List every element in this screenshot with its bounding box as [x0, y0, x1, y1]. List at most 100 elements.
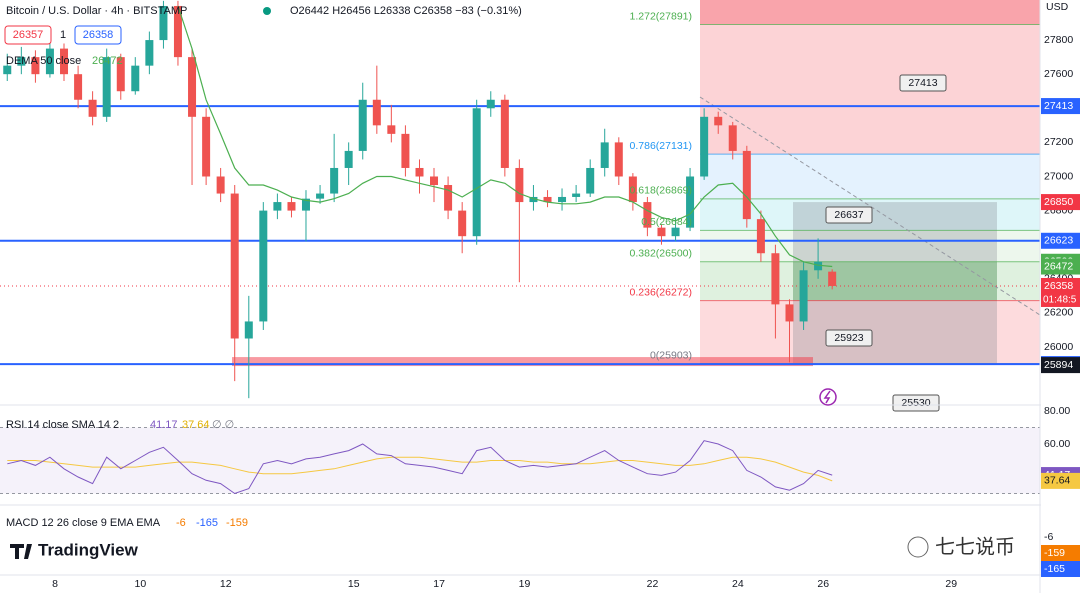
candle-body [771, 253, 780, 305]
x-tick-label: 19 [519, 578, 531, 590]
x-tick-label: 24 [732, 578, 744, 590]
macd-badge [1041, 545, 1080, 561]
candle-body [31, 57, 40, 75]
x-tick-label: 17 [433, 578, 445, 590]
candle-body [515, 167, 524, 203]
candle-body [60, 48, 69, 75]
callout-text: 25923 [834, 332, 863, 344]
candle-body [74, 74, 83, 100]
candle-body [728, 125, 737, 151]
candle-body [814, 261, 823, 271]
candle-body [102, 57, 111, 117]
candle-body [145, 40, 154, 66]
callout-box [892, 394, 940, 412]
candle-body [500, 99, 509, 168]
fib-label: 0.618(26869) [630, 185, 692, 197]
candle-body [458, 210, 467, 237]
macd-value: -165 [196, 517, 218, 529]
macd-badge-text: -159 [1044, 547, 1065, 559]
fib-label: 0.5(26684) [641, 216, 692, 228]
candle-body [159, 5, 168, 41]
x-tick-label: 10 [135, 578, 147, 590]
y-tick-label: 27800 [1044, 34, 1073, 46]
candle-body [785, 304, 794, 322]
y-tick-label: 27600 [1044, 68, 1073, 80]
rsi-label: RSI 14 close SMA 14 2 [6, 419, 119, 431]
candle-body [700, 116, 709, 177]
x-tick-label: 22 [647, 578, 659, 590]
symbol: Bitcoin / U.S. Dollar · 4h · BITSTAMP [6, 5, 187, 17]
callout-text: 27413 [908, 77, 937, 89]
candle-body [202, 116, 211, 177]
qty: 1 [60, 29, 66, 41]
callout-box [825, 329, 873, 347]
candle-body [273, 202, 282, 211]
status-dot [263, 7, 271, 15]
price-badge-text: 27413 [1044, 100, 1073, 112]
candle-body [316, 193, 325, 199]
fib-zone [700, 154, 1040, 199]
candle-body [301, 198, 310, 211]
watermark: 七七说币 [935, 535, 1015, 558]
ask: 26358 [83, 29, 114, 41]
candle-body [188, 57, 197, 117]
event-icon[interactable] [819, 388, 837, 406]
bid-box[interactable] [4, 25, 52, 45]
candle-body [756, 219, 765, 254]
candle-body [173, 5, 182, 58]
ask-box[interactable] [74, 25, 122, 45]
fib-zone [700, 261, 1040, 301]
candle-body [344, 150, 353, 168]
price-badge-text: 26358 [1044, 280, 1073, 292]
price-badge [1041, 232, 1080, 249]
price-badge [1041, 258, 1080, 275]
fib-zone [700, 24, 1040, 155]
candle-body [572, 193, 581, 197]
indicator-value: 26472 [92, 55, 123, 67]
logo: TradingView [10, 540, 139, 559]
price-badge-text: 26472 [1044, 260, 1073, 272]
candle-body [116, 57, 125, 92]
candle-body [628, 176, 637, 203]
candle-body [543, 196, 552, 203]
callout-box [825, 206, 873, 224]
dema-line [177, 5, 833, 268]
x-tick-label: 29 [945, 578, 957, 590]
fib-label: 0.382(26500) [630, 248, 692, 260]
candle-body [415, 167, 424, 177]
macd-badge-text: -165 [1044, 563, 1065, 575]
y-tick-label: 26000 [1044, 341, 1073, 353]
candle-body [88, 99, 97, 117]
candle-body [287, 202, 296, 211]
candle-body [799, 270, 808, 322]
candle-body [259, 210, 268, 322]
price-badge-text: 25894 [1044, 359, 1073, 371]
price-badge [1041, 98, 1080, 115]
fib-label: 0.786(27131) [630, 140, 692, 152]
candle-body [387, 125, 396, 134]
fib-zone [700, 230, 1040, 262]
event-bolt [823, 390, 831, 404]
x-tick-label: 26 [817, 578, 829, 590]
bid: 26357 [13, 29, 44, 41]
candle-body [828, 271, 837, 286]
rsi-badge [1041, 472, 1080, 489]
candle-body [600, 142, 609, 168]
price-badge-text: 26623 [1044, 235, 1073, 247]
y-tick-label: 27000 [1044, 170, 1073, 182]
price-badge [1041, 194, 1080, 211]
currency: USD [1046, 1, 1069, 13]
y-tick-label: 27200 [1044, 136, 1073, 148]
candle-body [216, 176, 225, 194]
candle-body [430, 176, 439, 186]
support-zone [232, 357, 813, 367]
indicator: DEMA 50 close [6, 55, 81, 67]
rsi-extra: ∅ ∅ [212, 419, 234, 431]
candle-body [244, 321, 253, 339]
fib-zone [700, 0, 1040, 25]
callout-text: 25530 [901, 397, 930, 409]
rsi-sma-line [7, 456, 833, 482]
x-tick-label: 12 [220, 578, 232, 590]
candle-body [614, 142, 623, 177]
candle-body [657, 227, 666, 237]
